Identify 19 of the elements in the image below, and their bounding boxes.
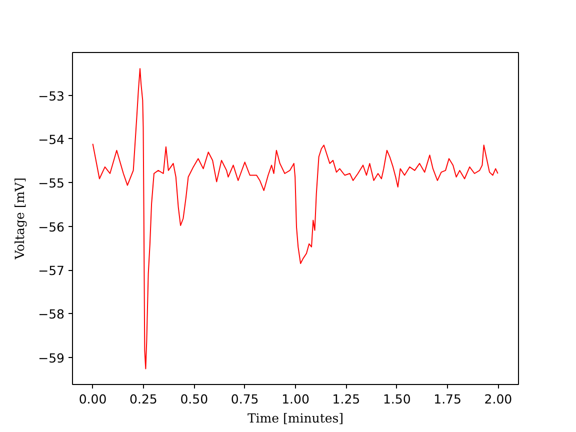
x-axis-title: Time [minutes] (247, 410, 344, 426)
x-tick-label: 0.50 (180, 392, 208, 406)
x-tick-label: 0.25 (130, 392, 158, 406)
x-tick-label: 1.75 (434, 392, 462, 406)
y-tick-label: −59 (38, 350, 65, 366)
x-tick-label: 0.00 (78, 392, 107, 406)
x-tick-label: 1.00 (282, 392, 310, 406)
y-tick-label: −54 (38, 132, 65, 147)
x-tick-label: 2.00 (484, 392, 512, 406)
x-tick-label: 0.75 (230, 392, 259, 406)
y-tick-label: −55 (38, 176, 65, 191)
y-tick-label: −56 (38, 219, 65, 234)
x-tick-label: 1.50 (382, 392, 411, 406)
y-axis-title: Voltage [mV] (12, 178, 28, 260)
y-tick-label: −57 (38, 263, 65, 278)
line-series (92, 68, 498, 370)
y-tick-label: −58 (38, 306, 65, 322)
y-tick-label: −53 (38, 88, 65, 104)
x-tick-label: 1.25 (332, 392, 360, 406)
